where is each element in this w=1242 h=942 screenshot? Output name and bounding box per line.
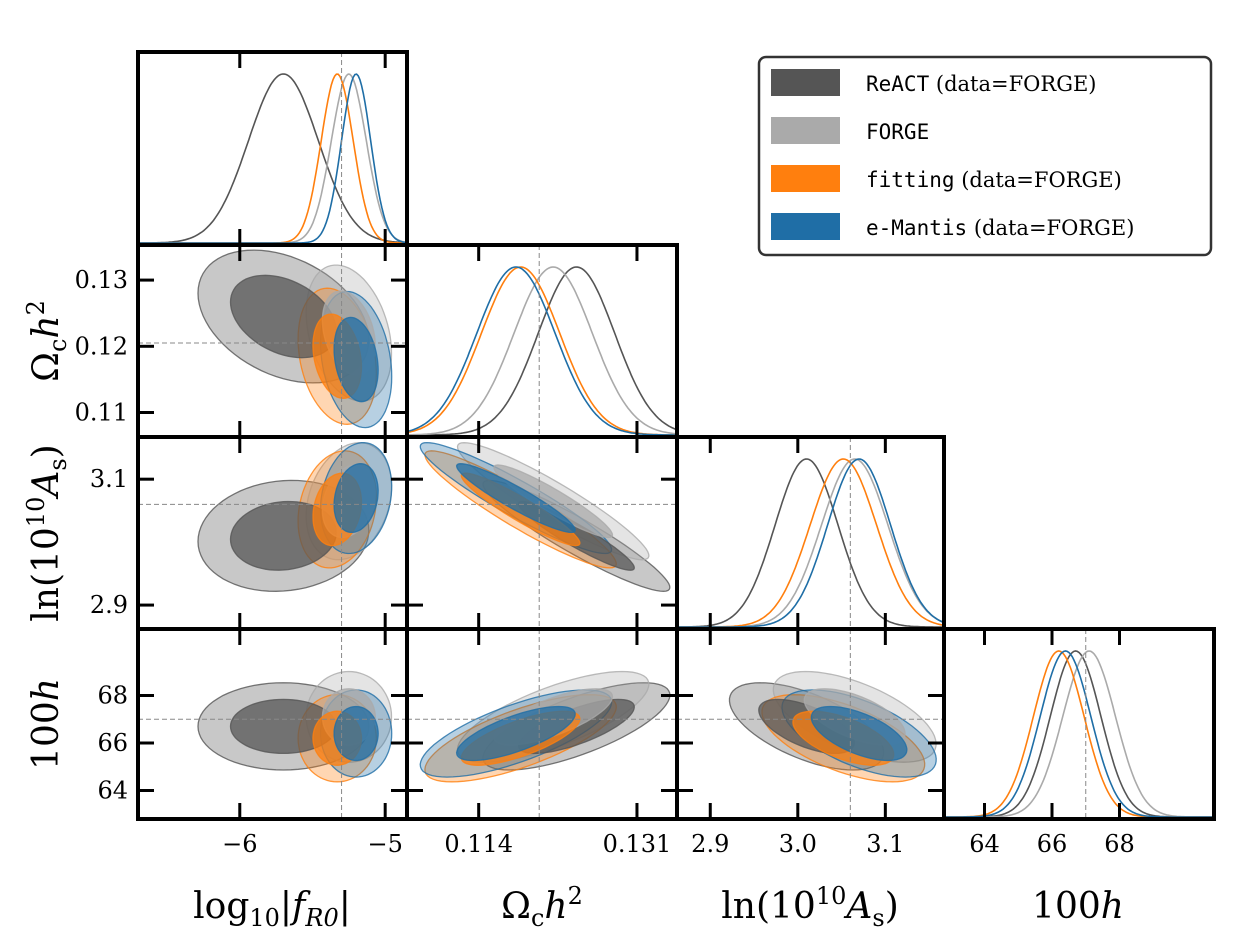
react-legend-label: ReACT (data=FORGE) <box>866 72 1097 96</box>
forge-marginal-curve <box>677 458 944 628</box>
panel-logfR0-h100 <box>136 627 409 821</box>
y-axis-label-lnAs: ln(1010As) <box>22 444 72 621</box>
x-tick-label: 3.1 <box>866 830 904 858</box>
react-68-contour <box>229 274 337 359</box>
e-mantis-marginal-curve <box>138 73 407 244</box>
react-marginal-curve <box>407 266 677 436</box>
e-mantis-68-contour <box>810 705 908 762</box>
legend: ReACT (data=FORGE) FORGE fitting (data=FOR… <box>757 55 1213 257</box>
y-tick-label: 68 <box>97 682 128 710</box>
forge-legend-swatch <box>771 117 840 144</box>
e-mantis-68-contour <box>333 463 379 534</box>
fitting-marginal-curve <box>138 73 407 244</box>
y-tick-label: 3.1 <box>90 465 128 493</box>
panels <box>136 50 1216 821</box>
y-tick-label: 66 <box>97 729 128 757</box>
react-marginal-curve <box>944 650 1214 818</box>
y-axis-label-omch2: Ωch2 <box>22 300 72 382</box>
y-axis-label-h100: 100h <box>26 678 67 770</box>
y-tick-label: 0.12 <box>75 332 128 360</box>
forge-marginal-curve <box>138 73 407 244</box>
e-mantis-68-contour <box>333 316 379 403</box>
panel-frame <box>942 627 1216 821</box>
react-legend-swatch <box>771 69 840 96</box>
y-tick-label: 0.11 <box>75 399 128 427</box>
x-tick-label: 2.9 <box>691 830 729 858</box>
e-mantis-68-contour <box>333 705 379 762</box>
y-tick-label: 0.13 <box>75 266 128 294</box>
panel-logfR0-logfR0 <box>136 50 409 247</box>
y-tick-label: 64 <box>97 777 128 805</box>
panel-omch2-lnAs <box>405 435 679 631</box>
svg-text:ln(1010As): ln(1010As) <box>22 444 72 621</box>
react-marginal-curve <box>677 458 944 628</box>
forge-marginal-curve <box>944 650 1214 818</box>
x-tick-label: 68 <box>1104 830 1135 858</box>
forge-legend-label: FORGE <box>866 120 929 144</box>
x-axis-label-h100: 100h <box>1032 886 1124 927</box>
x-tick-label: −5 <box>367 830 402 858</box>
panel-lnAs-h100 <box>675 627 946 821</box>
x-axis-labels: −6 −5 0.114 0.131 2.9 3.0 3.1 64 66 68 log10|fR0| Ω… <box>193 830 1135 932</box>
e-mantis-marginal-curve <box>944 650 1214 818</box>
fitting-legend-swatch <box>771 165 840 192</box>
x-tick-label: 0.131 <box>603 830 672 858</box>
panel-h100-h100 <box>942 627 1216 821</box>
x-axis-label-logfR0: log10|fR0| <box>193 886 351 932</box>
x-tick-label: 64 <box>969 830 1000 858</box>
panel-logfR0-omch2 <box>136 243 409 439</box>
y-axis-labels: 0.11 0.12 0.13 2.9 3.1 64 66 68 Ωch2 ln(1010As) 10… <box>22 266 128 804</box>
fitting-marginal-curve <box>677 458 944 628</box>
e-mantis-marginal-curve <box>677 458 944 628</box>
panel-frame <box>675 435 946 631</box>
x-axis-label-omch2: Ωch2 <box>501 882 583 932</box>
forge-marginal-curve <box>407 266 677 436</box>
panel-logfR0-lnAs <box>136 435 409 631</box>
x-tick-label: 0.114 <box>444 830 513 858</box>
e-mantis-legend-label: e-Mantis (data=FORGE) <box>866 216 1134 240</box>
e-mantis-68-contour <box>455 705 576 762</box>
y-tick-label: 2.9 <box>90 591 128 619</box>
panel-omch2-h100 <box>405 627 679 821</box>
x-tick-label: 3.0 <box>779 830 817 858</box>
react-marginal-curve <box>138 73 407 244</box>
panel-omch2-omch2 <box>405 243 679 439</box>
x-tick-label: 66 <box>1037 830 1068 858</box>
fitting-legend-label: fitting (data=FORGE) <box>866 168 1122 192</box>
x-axis-label-lnAs: ln(1010As) <box>721 882 898 932</box>
fitting-marginal-curve <box>407 266 677 436</box>
panel-lnAs-lnAs <box>675 435 946 631</box>
e-mantis-68-contour <box>455 463 576 534</box>
legend-frame <box>757 55 1213 257</box>
svg-text:100h: 100h <box>26 678 67 770</box>
e-mantis-legend-swatch <box>771 213 840 240</box>
e-mantis-marginal-curve <box>407 266 677 436</box>
x-tick-label: −6 <box>222 830 257 858</box>
svg-text:Ωch2: Ωch2 <box>22 300 72 382</box>
fitting-marginal-curve <box>944 650 1214 818</box>
